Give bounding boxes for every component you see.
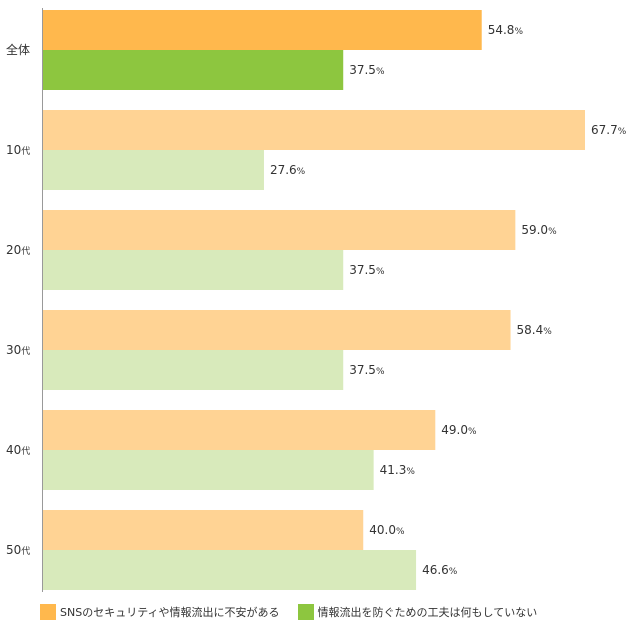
legend-item-no-countermeasure: 情報流出を防ぐための工夫は何もしていない <box>297 604 538 620</box>
data-label: 37.5% <box>349 63 385 77</box>
category-label: 全体 <box>6 42 30 57</box>
legend-label-anxiety: SNSのセキュリティや情報流出に不安がある <box>60 606 280 619</box>
data-label: 49.0% <box>441 423 477 437</box>
data-label: 37.5% <box>349 263 385 277</box>
data-label: 41.3% <box>380 463 416 477</box>
data-label: 37.5% <box>349 363 385 377</box>
bar-anxiety <box>43 110 585 150</box>
category-label: 50代 <box>6 543 30 557</box>
bar-no-countermeasure <box>43 250 344 290</box>
category-label: 30代 <box>6 343 30 357</box>
bar-anxiety <box>43 510 364 550</box>
bar-no-countermeasure <box>43 550 417 590</box>
bar-anxiety <box>43 10 482 50</box>
category-label: 10代 <box>6 143 30 157</box>
data-label: 46.6% <box>422 563 458 577</box>
legend-swatch-anxiety <box>40 604 56 620</box>
data-label: 40.0% <box>369 523 405 537</box>
legend-item-anxiety: SNSのセキュリティや情報流出に不安がある <box>40 604 280 620</box>
legend-swatch-no-countermeasure <box>297 604 314 620</box>
data-label: 54.8% <box>488 23 524 37</box>
bar-anxiety <box>43 410 436 450</box>
data-label: 67.7% <box>591 123 627 137</box>
data-label: 27.6% <box>270 163 306 177</box>
bar-anxiety <box>43 310 511 350</box>
bar-no-countermeasure <box>43 50 344 90</box>
data-label: 58.4% <box>517 323 553 337</box>
legend-label-no-countermeasure: 情報流出を防ぐための工夫は何もしていない <box>317 606 538 619</box>
bar-no-countermeasure <box>43 450 374 490</box>
bar-anxiety <box>43 210 516 250</box>
category-label: 20代 <box>6 243 30 257</box>
legend: SNSのセキュリティや情報流出に不安がある 情報流出を防ぐための工夫は何もしてい… <box>40 604 555 620</box>
bar-no-countermeasure <box>43 350 344 390</box>
data-label: 59.0% <box>521 223 557 237</box>
category-label: 40代 <box>6 443 30 457</box>
bar-no-countermeasure <box>43 150 264 190</box>
